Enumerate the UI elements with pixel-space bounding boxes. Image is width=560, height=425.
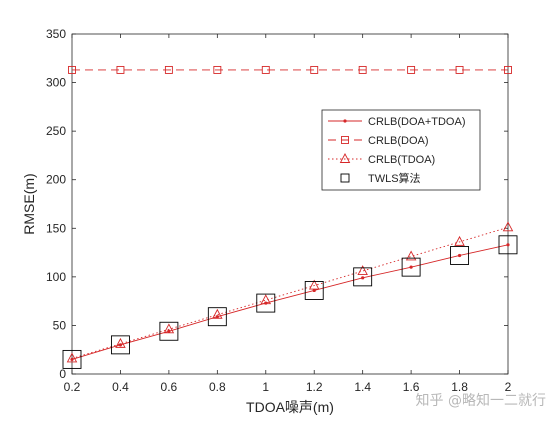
series-1-point bbox=[310, 65, 319, 74]
series-2-point bbox=[163, 323, 175, 334]
x-tick-label: 1.4 bbox=[354, 380, 371, 394]
series-1-point bbox=[116, 65, 125, 74]
series-1-point bbox=[455, 65, 464, 74]
series-2-point bbox=[115, 337, 126, 348]
x-tick-label: 1.8 bbox=[451, 380, 468, 394]
series-1-point bbox=[407, 65, 416, 74]
y-tick-label: 350 bbox=[46, 27, 66, 41]
series-1-point bbox=[358, 65, 367, 74]
series-1-point bbox=[68, 65, 76, 74]
x-tick-label: 1.6 bbox=[403, 380, 420, 394]
y-axis-label: RMSE(m) bbox=[21, 173, 37, 234]
legend-label-0: CRLB(DOA+TDOA) bbox=[368, 116, 466, 128]
series-0-point bbox=[167, 329, 171, 333]
x-tick-label: 1 bbox=[262, 380, 269, 394]
legend-marker-0 bbox=[343, 119, 347, 123]
series-3-point bbox=[159, 321, 179, 341]
x-tick-label: 0.4 bbox=[112, 380, 129, 394]
y-tick-label: 100 bbox=[46, 270, 66, 284]
y-tick-label: 150 bbox=[46, 221, 66, 235]
series-3-point bbox=[304, 281, 324, 300]
series-0-line bbox=[71, 244, 509, 360]
x-tick-label: 0.8 bbox=[209, 380, 226, 394]
y-tick-label: 250 bbox=[46, 124, 66, 138]
series-0-point bbox=[409, 265, 413, 269]
series-0-point bbox=[118, 343, 123, 347]
legend-label-3: TWLS算法 bbox=[368, 171, 421, 185]
series-1-point bbox=[213, 65, 222, 74]
series-3-point bbox=[401, 257, 421, 277]
series-0-point bbox=[506, 243, 510, 247]
series-2-point bbox=[260, 294, 272, 305]
series-2-point bbox=[454, 235, 465, 246]
legend-label-2: CRLB(TDOA) bbox=[368, 154, 435, 166]
series-1-point bbox=[504, 65, 512, 74]
plot-area bbox=[71, 33, 509, 375]
series-2-point bbox=[212, 308, 223, 319]
series-3-point bbox=[498, 235, 518, 255]
legend-marker-1 bbox=[341, 136, 349, 144]
series-2-point bbox=[308, 279, 320, 290]
x-tick-label: 0.6 bbox=[161, 380, 178, 394]
series-0-point bbox=[457, 253, 462, 258]
x-axis-label: TDOA噪声(m) bbox=[246, 399, 334, 415]
series-3-point bbox=[207, 307, 227, 327]
series-0-point bbox=[264, 301, 268, 305]
x-tick-label: 1.2 bbox=[306, 380, 323, 394]
y-tick-label: 200 bbox=[46, 173, 66, 187]
series-0-point bbox=[361, 276, 365, 280]
x-tick-label: 0.2 bbox=[64, 380, 81, 394]
watermark: 知乎 @略知一二就行 bbox=[415, 393, 546, 409]
series-1-point bbox=[261, 65, 270, 74]
legend-marker-2 bbox=[339, 153, 351, 163]
x-tick-label: 2 bbox=[505, 380, 512, 394]
y-tick-label: 300 bbox=[46, 76, 66, 90]
series-0-point bbox=[215, 315, 219, 319]
series-1-point bbox=[164, 65, 173, 74]
series-0-point bbox=[312, 288, 316, 293]
legend-box bbox=[321, 109, 481, 191]
series-3-point bbox=[450, 246, 470, 265]
y-tick-label: 50 bbox=[53, 318, 67, 332]
series-2-point bbox=[405, 250, 417, 261]
legend-marker-3 bbox=[340, 173, 350, 183]
series-3-point bbox=[62, 349, 82, 369]
series-2-point bbox=[502, 221, 514, 232]
series-3-point bbox=[110, 335, 130, 355]
series-2-point bbox=[66, 352, 78, 363]
series-2-point bbox=[357, 265, 368, 275]
y-tick-label: 0 bbox=[59, 367, 66, 381]
series-3-point bbox=[256, 293, 276, 313]
legend-label-1: CRLB(DOA) bbox=[368, 135, 429, 147]
series-3-point bbox=[353, 267, 373, 287]
